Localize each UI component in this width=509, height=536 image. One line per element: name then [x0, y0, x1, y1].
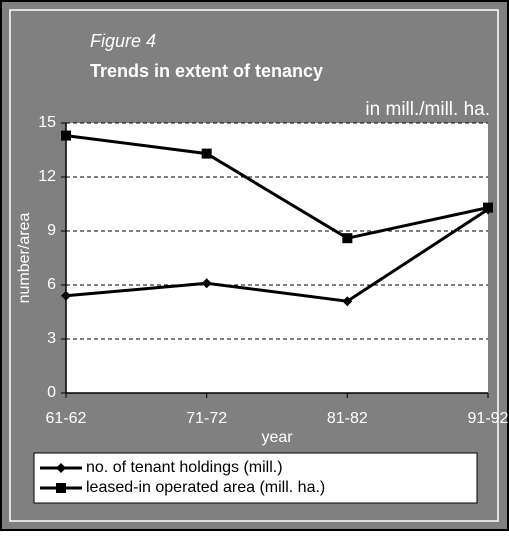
unit-label: in mill./mill. ha. [365, 99, 490, 120]
legend-label: leased-in operated area (mill. ha.) [86, 479, 325, 496]
marker [342, 233, 353, 244]
x-tick-label: 81-82 [327, 410, 368, 427]
marker [483, 202, 493, 213]
marker [342, 296, 353, 307]
y-tick-label: 9 [47, 222, 56, 239]
series-line [65, 134, 489, 240]
legend [33, 452, 478, 504]
legend-label: no. of tenant holdings (mill.) [86, 459, 283, 476]
x-axis-label: year [261, 429, 293, 446]
chart-title: Trends in extent of tenancy [90, 61, 323, 81]
marker [201, 148, 212, 159]
y-tick-label: 3 [47, 330, 56, 347]
x-tick-label: 61-62 [46, 410, 87, 427]
inner-border [9, 9, 499, 522]
x-tick-label: 71-72 [186, 410, 227, 427]
figure-label: Figure 4 [90, 31, 156, 51]
y-tick-label: 6 [47, 276, 56, 293]
marker [61, 290, 71, 301]
marker [56, 463, 66, 473]
y-tick-label: 15 [38, 114, 56, 131]
y-tick-label: 0 [47, 384, 56, 401]
marker [201, 278, 212, 289]
y-tick-label: 12 [38, 168, 56, 185]
y-axis-label: number/area [16, 213, 33, 304]
x-tick-label: 91-92 [468, 410, 509, 427]
marker [56, 483, 66, 493]
series-line [65, 208, 489, 303]
plot-area [66, 123, 488, 393]
marker [61, 130, 71, 141]
